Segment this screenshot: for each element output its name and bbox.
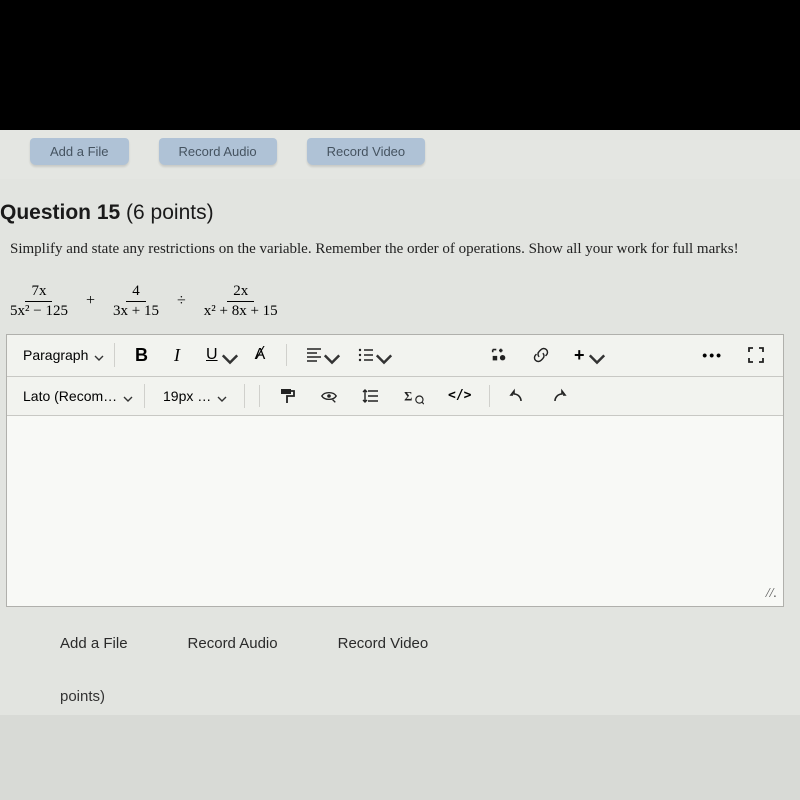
fraction-3: 2x x² + 8x + 15: [198, 283, 284, 320]
rich-text-editor: Paragraph B I U A⁄: [6, 334, 784, 607]
accessibility-button[interactable]: [310, 383, 348, 409]
record-video-link[interactable]: Record Video: [338, 635, 429, 652]
operator-divide: ÷: [175, 292, 188, 310]
insert-stuff-button[interactable]: [480, 342, 518, 368]
operator-plus: +: [84, 292, 97, 310]
redo-button[interactable]: [540, 383, 578, 409]
font-size-select[interactable]: 19px …: [155, 384, 245, 408]
align-button[interactable]: [295, 342, 343, 368]
add-file-button[interactable]: Add a File: [30, 138, 129, 165]
insert-stuff-icon: [490, 346, 508, 364]
content-area: Add a File Record Audio Record Video Que…: [0, 130, 800, 715]
fraction-1-numerator: 7x: [25, 283, 52, 302]
link-icon: [532, 346, 550, 364]
eye-icon: [320, 387, 338, 405]
chevron-down-icon: [123, 391, 133, 401]
toolbar-row-1: Paragraph B I U A⁄: [7, 335, 783, 377]
fullscreen-icon: [747, 346, 765, 364]
record-audio-button[interactable]: Record Audio: [159, 138, 277, 165]
record-video-button[interactable]: Record Video: [307, 138, 426, 165]
chevron-down-icon: [221, 350, 231, 360]
font-family-select[interactable]: Lato (Recom…: [15, 384, 145, 408]
toolbar-divider: [286, 344, 287, 366]
align-icon: [305, 346, 323, 364]
underline-button[interactable]: U: [196, 342, 241, 368]
undo-button[interactable]: [498, 383, 536, 409]
paragraph-style-select[interactable]: Paragraph: [15, 343, 115, 367]
line-spacing-icon: [362, 387, 380, 405]
chevron-down-icon: [588, 350, 598, 360]
fraction-1-denominator: 5x² − 125: [4, 302, 74, 320]
toolbar-divider: [489, 385, 490, 407]
editor-textarea[interactable]: //.: [7, 416, 783, 606]
format-painter-icon: [278, 387, 296, 405]
equation-icon: Σ: [404, 387, 424, 405]
next-question-cutoff: points): [0, 670, 790, 705]
question-prompt: Simplify and state any restrictions on t…: [0, 239, 790, 261]
redo-icon: [550, 387, 568, 405]
record-audio-link[interactable]: Record Audio: [188, 635, 278, 652]
fraction-2-denominator: 3x + 15: [107, 302, 165, 320]
fraction-1: 7x 5x² − 125: [4, 283, 74, 320]
top-action-row: Add a File Record Audio Record Video: [0, 130, 800, 179]
add-file-link[interactable]: Add a File: [60, 635, 128, 652]
fraction-2: 4 3x + 15: [107, 283, 165, 320]
chevron-down-icon: [375, 350, 385, 360]
plus-button[interactable]: +: [564, 341, 608, 370]
list-icon: [357, 346, 375, 364]
fraction-2-numerator: 4: [126, 283, 146, 302]
chevron-down-icon: [323, 350, 333, 360]
math-expression: 7x 5x² − 125 + 4 3x + 15 ÷ 2x x² + 8x + …: [0, 283, 790, 320]
bold-button[interactable]: B: [125, 341, 158, 370]
equation-button[interactable]: Σ: [394, 383, 434, 409]
format-painter-button[interactable]: [268, 383, 306, 409]
undo-icon: [508, 387, 526, 405]
chevron-down-icon: [217, 391, 227, 401]
question-number: Question 15: [0, 201, 120, 224]
plus-label: +: [574, 345, 585, 366]
fullscreen-button[interactable]: [737, 342, 775, 368]
chevron-down-icon: [94, 350, 104, 360]
question-points: (6 points): [126, 201, 214, 224]
toolbar-row-2: Lato (Recom… 19px … Σ: [7, 377, 783, 416]
photo-black-bar: [0, 0, 800, 130]
list-button[interactable]: [347, 342, 395, 368]
bottom-action-row: Add a File Record Audio Record Video: [0, 607, 790, 670]
line-spacing-button[interactable]: [352, 383, 390, 409]
text-color-button[interactable]: A⁄: [245, 341, 279, 370]
question-title: Question 15 (6 points): [0, 201, 790, 225]
resize-handle[interactable]: //.: [766, 586, 777, 602]
underline-label: U: [206, 346, 218, 364]
fraction-3-denominator: x² + 8x + 15: [198, 302, 284, 320]
paragraph-style-label: Paragraph: [23, 347, 88, 363]
toolbar-divider: [259, 385, 260, 407]
font-family-label: Lato (Recom…: [23, 388, 117, 404]
link-button[interactable]: [522, 342, 560, 368]
fraction-3-numerator: 2x: [227, 283, 254, 302]
svg-text:Σ: Σ: [404, 389, 412, 403]
font-size-label: 19px …: [163, 388, 211, 404]
question-section: Question 15 (6 points) Simplify and stat…: [0, 179, 800, 715]
code-button[interactable]: </>: [438, 384, 481, 407]
italic-button[interactable]: I: [162, 341, 192, 370]
more-button[interactable]: •••: [692, 343, 733, 367]
